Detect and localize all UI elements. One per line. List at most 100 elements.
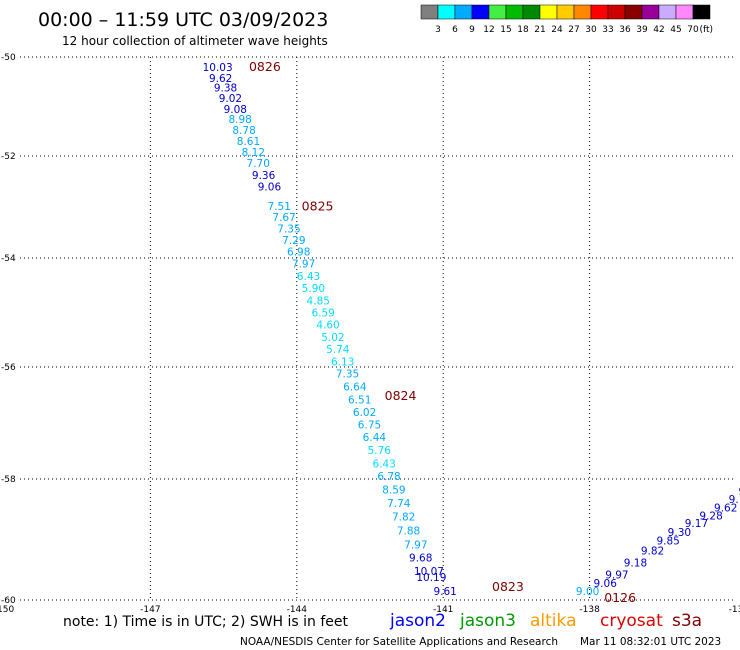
colorbar-label: 42 [653, 25, 664, 35]
swh-value: 7.35 [336, 369, 359, 381]
colorbar-swatch [624, 4, 643, 20]
swh-value: 9.82 [641, 545, 664, 557]
colorbar-label: 30 [585, 25, 597, 35]
swh-value: 10.07 [414, 566, 444, 578]
colorbar-swatch [590, 4, 609, 20]
swh-value: 9.36 [252, 170, 276, 182]
swh-value: 6.44 [363, 432, 387, 444]
axis-ticks: -150 -147 -144 -141 -138 -13 -50 -52 -54 -56 -58 -6… [0, 53, 740, 615]
y-tick-label: -58 [1, 475, 16, 485]
swh-value: 9.68 [409, 553, 432, 565]
swh-value: 9 [738, 486, 740, 498]
swh-value: 7.74 [387, 498, 411, 510]
colorbar-swatch [488, 4, 507, 20]
swh-value: 7.67 [272, 212, 295, 224]
x-tick-label: -147 [140, 605, 160, 615]
swh-value: 7.70 [247, 158, 270, 170]
swh-value: 10.19 [416, 572, 446, 584]
colorbar-swatch [420, 4, 439, 20]
colorbar-label: 6 [452, 25, 458, 35]
colorbar-swatch [556, 4, 575, 20]
satellite-name: jason3 [459, 611, 516, 631]
colorbar-swatch [675, 4, 694, 20]
swh-value: 7.97 [404, 539, 427, 551]
colorbar-swatch [522, 4, 541, 20]
swh-value: 9.38 [214, 83, 237, 95]
swh-value: 9.06 [258, 182, 282, 194]
colorbar-label: 3 [435, 25, 441, 35]
swh-value: 6.64 [343, 382, 367, 394]
colorbar-swatch [658, 4, 677, 20]
colorbar-unit: (ft) [699, 25, 713, 35]
colorbar-label: 39 [636, 25, 648, 35]
swh-value: 5.76 [368, 445, 392, 457]
colorbar-swatch [471, 4, 490, 20]
swh-value: 9.02 [219, 93, 242, 105]
colorbar-label: 12 [483, 25, 494, 35]
swh-value: 4.60 [316, 319, 339, 331]
pass-label: 0126 [604, 590, 636, 605]
swh-value: 6.75 [358, 420, 381, 432]
pass-labels: 082608250824082301260127 [249, 59, 636, 605]
swh-value: 6.43 [372, 458, 395, 470]
swh-value: 10.03 [203, 62, 233, 74]
swh-value: 8.78 [232, 125, 255, 137]
swh-value: 6.02 [353, 407, 376, 419]
footer-credit: NOAA/NESDIS Center for Satellite Applica… [240, 636, 558, 648]
x-tick-label: -150 [0, 605, 14, 615]
y-tick-label: -50 [1, 53, 16, 63]
y-tick-label: -54 [1, 254, 16, 264]
x-tick-label: -144 [287, 605, 308, 615]
swh-value: 8.98 [228, 114, 251, 126]
swh-value: 9.18 [624, 557, 647, 569]
swh-value: 9.61 [433, 586, 456, 598]
swh-value: 9.28 [699, 510, 722, 522]
chart-subtitle: 12 hour collection of altimeter wave hei… [62, 34, 328, 48]
wave-height-points: 10.039.629.389.029.088.988.788.618.127.7… [203, 62, 740, 598]
swh-value: 9.30 [668, 527, 691, 539]
y-tick-label: -56 [1, 363, 16, 373]
swh-value: 7.82 [392, 512, 415, 524]
grid-lines [20, 56, 736, 601]
swh-value: 8.59 [382, 484, 405, 496]
colorbar-swatch [573, 4, 592, 20]
satellite-name: cryosat [600, 611, 663, 631]
swh-value: 6.51 [348, 394, 371, 406]
satellite-name: altika [530, 611, 577, 631]
pass-label: 0824 [385, 388, 417, 403]
swh-value: 7.29 [282, 235, 305, 247]
swh-value: 9.17 [685, 518, 708, 530]
colorbar-label: 18 [517, 25, 529, 35]
swh-value: 7.35 [277, 223, 300, 235]
colorbar-label: 70 [687, 25, 699, 35]
colorbar-label: 27 [568, 25, 579, 35]
swh-value: 5.90 [302, 283, 325, 295]
swh-value: 8.12 [242, 147, 265, 159]
chart-title: 00:00 – 11:59 UTC 03/09/2023 [38, 9, 328, 31]
swh-value: 4.85 [307, 296, 330, 308]
colorbar-label: 24 [551, 25, 563, 35]
swh-value: 9.11 [729, 494, 740, 506]
colorbar-label: 33 [602, 25, 613, 35]
satellite-name: s3a [672, 611, 702, 631]
swh-value: 6.98 [287, 246, 310, 258]
swh-value: 9.08 [224, 104, 247, 116]
swh-value: 7.51 [268, 201, 291, 213]
swh-value: 9.85 [656, 536, 679, 548]
swh-value: 6.43 [297, 271, 320, 283]
colorbar-label: 45 [670, 25, 681, 35]
swh-value: 9.97 [605, 570, 628, 582]
colorbar-swatch [641, 4, 660, 20]
colorbar-label: 15 [500, 25, 511, 35]
pass-label: 0826 [249, 59, 281, 74]
satellite-legend: jason2 jason3 altika cryosat s3a [389, 611, 702, 631]
satellite-name: jason2 [389, 611, 446, 631]
swh-value: 7.88 [397, 525, 420, 537]
swh-value: 6.13 [331, 357, 354, 369]
swh-value: 7.97 [292, 258, 315, 270]
swh-value: 9.06 [594, 578, 618, 590]
swh-value: 6.78 [377, 471, 400, 483]
colorbar-swatch [692, 4, 711, 20]
colorbar-label: 9 [469, 25, 475, 35]
y-tick-label: -52 [1, 152, 16, 162]
